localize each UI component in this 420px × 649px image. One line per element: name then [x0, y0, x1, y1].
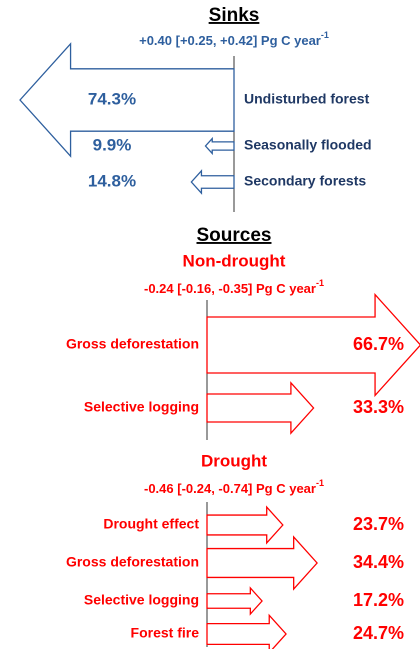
arrow	[206, 505, 284, 545]
subtitle-exponent: -1	[321, 30, 329, 40]
value-label: 17.2%	[353, 590, 404, 610]
subtitle-text: +0.40 [+0.25, +0.42] Pg C year	[139, 33, 321, 48]
subtitle-exponent: -1	[316, 278, 324, 288]
item-label: Secondary forests	[244, 173, 366, 189]
subtitle-text: -0.24 [-0.16, -0.35] Pg C year	[144, 281, 316, 296]
item-label: Gross deforestation	[66, 554, 199, 570]
item-label: Undisturbed forest	[244, 91, 370, 107]
subtitle-text: -0.46 [-0.24, -0.74] Pg C year	[144, 481, 316, 496]
group-subtitle: -0.24 [-0.16, -0.35] Pg C year-1	[144, 278, 324, 296]
value-label: 74.3%	[88, 89, 136, 108]
item-label: Gross deforestation	[66, 336, 199, 352]
value-label: 9.9%	[93, 135, 132, 154]
group-title: Non-drought	[183, 251, 286, 270]
item-label: Drought effect	[103, 516, 199, 532]
value-label: 66.7%	[353, 334, 404, 354]
sources-title: Sources	[197, 225, 272, 246]
arrow	[206, 613, 287, 649]
value-label: 24.7%	[353, 623, 404, 643]
arrow	[206, 292, 420, 398]
value-label: 34.4%	[353, 552, 404, 572]
item-label: Seasonally flooded	[244, 137, 372, 153]
item-label: Selective logging	[84, 592, 199, 608]
group-subtitle: -0.46 [-0.24, -0.74] Pg C year-1	[144, 478, 324, 496]
item-label: Forest fire	[131, 625, 200, 641]
value-label: 33.3%	[353, 397, 404, 417]
group-title: Drought	[201, 451, 267, 470]
arrow	[206, 586, 263, 616]
item-label: Selective logging	[84, 399, 199, 415]
arrow	[19, 42, 235, 158]
value-label: 14.8%	[88, 171, 136, 190]
arrow	[204, 136, 235, 156]
arrow	[190, 169, 235, 195]
arrow	[206, 381, 315, 435]
value-label: 23.7%	[353, 514, 404, 534]
subtitle-exponent: -1	[316, 478, 324, 488]
arrow	[206, 535, 318, 591]
sinks-title: Sinks	[209, 5, 260, 26]
sinks-subtitle: +0.40 [+0.25, +0.42] Pg C year-1	[139, 30, 329, 48]
